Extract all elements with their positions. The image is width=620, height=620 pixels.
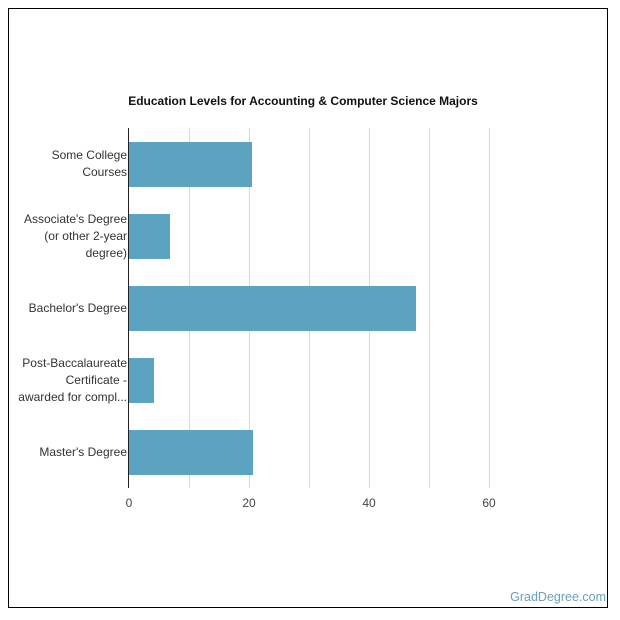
x-tick-label: 60 <box>482 496 496 510</box>
category-label: Bachelor's Degree <box>28 300 127 315</box>
y-axis-line <box>128 128 129 488</box>
category-label: Master's Degree <box>39 444 127 459</box>
gridline <box>489 128 490 488</box>
bar[interactable] <box>129 141 252 187</box>
gridline <box>429 128 430 488</box>
x-tick-label: 40 <box>362 496 376 510</box>
category-label: Associate's Degree (or other 2-year degree… <box>23 211 127 260</box>
category-label: Post-Baccalaureate Certificate - awarded f… <box>18 355 127 404</box>
watermark: GradDegree.com <box>510 590 606 604</box>
bar[interactable] <box>129 213 171 259</box>
bar[interactable] <box>129 285 417 331</box>
chart-title: Education Levels for Accounting & Comput… <box>128 94 478 108</box>
x-tick-label: 0 <box>125 496 133 510</box>
x-tick-label: 20 <box>242 496 256 510</box>
bar[interactable] <box>129 429 254 475</box>
category-label: Some College Courses <box>51 148 127 179</box>
bar[interactable] <box>129 357 155 403</box>
plot-area <box>129 128 490 488</box>
